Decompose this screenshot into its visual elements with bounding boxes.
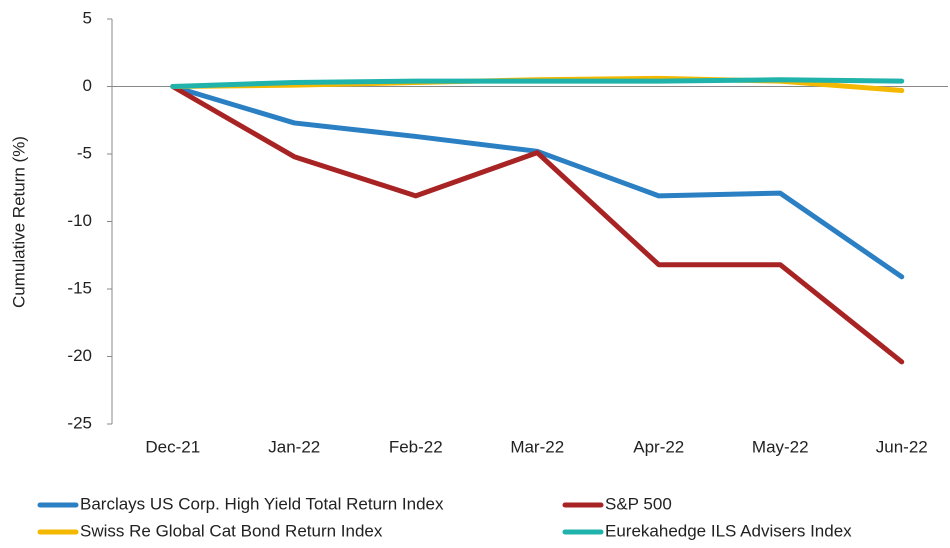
y-tick-label: 0 <box>83 76 92 95</box>
x-tick-label: Dec-21 <box>145 437 200 456</box>
y-tick-label: -25 <box>67 413 92 432</box>
y-axis-title: Cumulative Return (%) <box>9 136 28 308</box>
x-tick-label: Apr-22 <box>633 437 684 456</box>
legend-label: Barclays US Corp. High Yield Total Retur… <box>80 494 444 513</box>
series-line <box>170 84 905 280</box>
x-tick-label: May-22 <box>752 437 809 456</box>
y-tick-label: -10 <box>67 211 92 230</box>
x-tick-label: Mar-22 <box>510 437 564 456</box>
y-tick-label: 5 <box>83 8 92 27</box>
x-tick-label: Jun-22 <box>876 437 928 456</box>
series-line <box>170 77 905 89</box>
series-line <box>170 84 905 365</box>
x-tick-label: Feb-22 <box>389 437 443 456</box>
y-tick-label: -15 <box>67 278 92 297</box>
y-tick-label: -20 <box>67 346 92 365</box>
x-tick-label: Jan-22 <box>268 437 320 456</box>
y-tick-label: -5 <box>77 143 92 162</box>
legend-label: Swiss Re Global Cat Bond Return Index <box>80 521 383 540</box>
legend-label: Eurekahedge ILS Advisers Index <box>605 521 852 540</box>
legend-label: S&P 500 <box>605 494 672 513</box>
